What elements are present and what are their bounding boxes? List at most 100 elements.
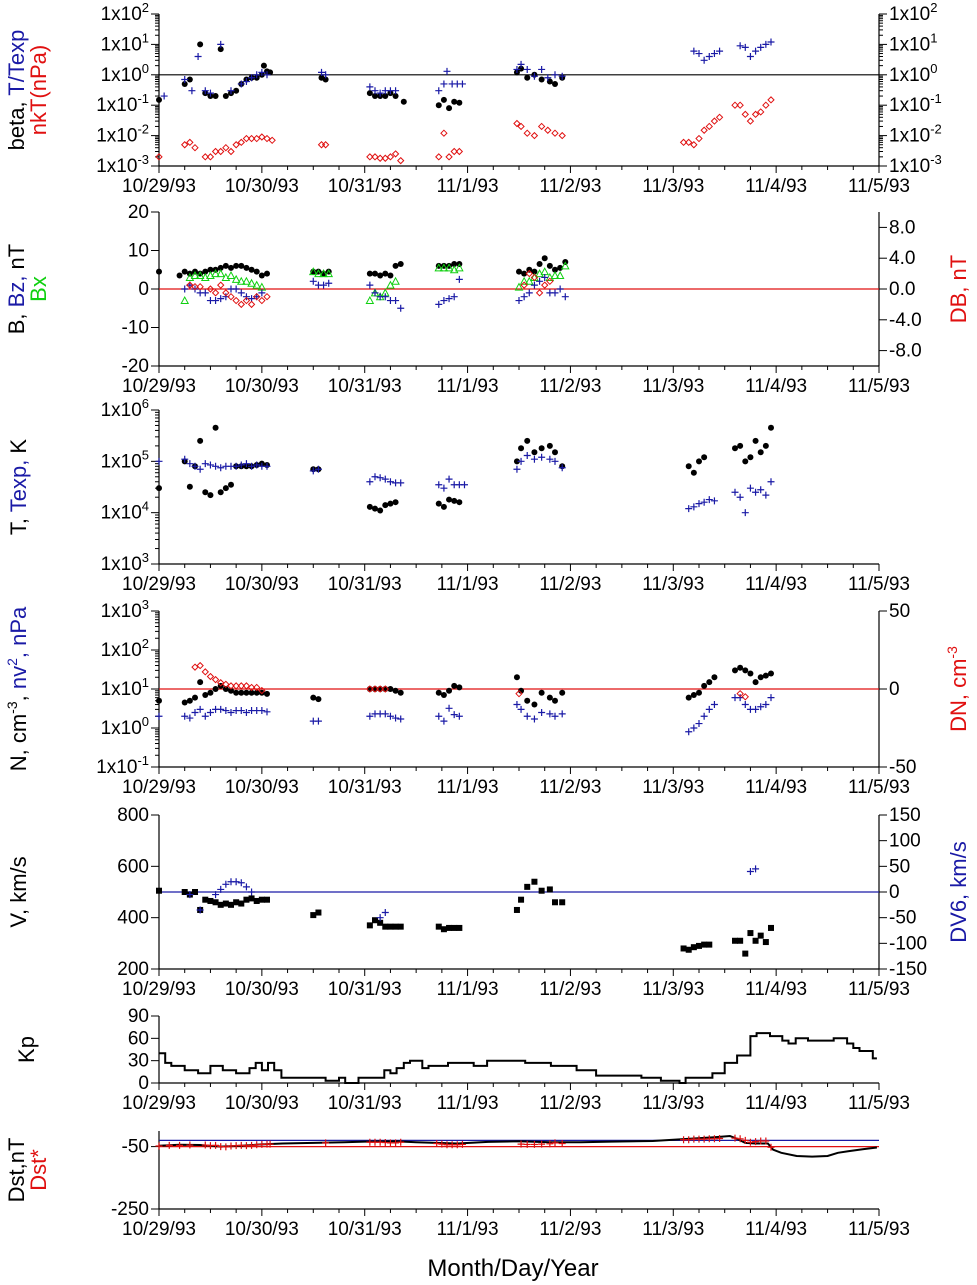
data-point xyxy=(206,153,215,161)
data-point xyxy=(746,1138,754,1146)
data-point xyxy=(206,672,215,681)
data-point xyxy=(440,129,448,137)
data-point xyxy=(541,255,548,262)
data-point xyxy=(248,462,256,470)
data-point xyxy=(521,270,528,277)
y-tick-label: -50 xyxy=(122,1137,149,1158)
data-point xyxy=(440,926,447,933)
data-point xyxy=(260,62,267,69)
x-tick-label: 10/29/93 xyxy=(122,777,196,798)
data-point xyxy=(186,460,194,468)
data-point xyxy=(222,880,230,888)
data-point xyxy=(513,458,520,465)
data-point xyxy=(242,460,250,468)
data-point xyxy=(530,715,538,723)
data-point xyxy=(217,46,224,53)
y-tick-label: 1x10-1 xyxy=(96,753,149,778)
data-point xyxy=(222,686,229,692)
data-point xyxy=(391,150,400,158)
data-point xyxy=(181,455,189,463)
data-point xyxy=(546,277,554,286)
data-point xyxy=(762,701,770,709)
data-point xyxy=(446,687,453,694)
y-tick-label-right: 0 xyxy=(889,679,900,700)
data-point xyxy=(523,712,531,720)
data-point xyxy=(456,499,463,506)
data-point xyxy=(309,467,317,475)
data-point xyxy=(258,289,266,297)
data-point xyxy=(523,451,531,459)
data-point xyxy=(201,668,209,676)
data-point xyxy=(191,282,199,291)
data-point xyxy=(322,76,329,83)
data-point xyxy=(679,138,688,147)
y-tick-label: 600 xyxy=(117,856,149,877)
y-axis-title: V, km/s xyxy=(6,856,31,927)
data-point xyxy=(757,43,765,51)
data-point xyxy=(455,263,464,272)
data-point xyxy=(451,682,458,689)
data-point xyxy=(253,461,261,469)
data-point xyxy=(387,272,394,279)
data-point xyxy=(376,154,384,162)
data-point xyxy=(767,478,775,486)
data-point xyxy=(381,909,389,917)
data-point xyxy=(191,143,199,152)
x-tick-label: 11/4/93 xyxy=(745,574,807,595)
x-tick-label: 10/31/93 xyxy=(328,777,402,798)
y-tick-label: 800 xyxy=(117,805,149,826)
data-point xyxy=(217,40,225,48)
data-point xyxy=(434,263,444,272)
data-point xyxy=(690,692,697,699)
data-point xyxy=(741,110,749,119)
data-point xyxy=(222,680,230,689)
data-point xyxy=(253,268,260,275)
x-tick-label: 11/5/93 xyxy=(848,574,910,595)
data-point xyxy=(742,667,749,674)
data-point xyxy=(536,277,544,285)
data-point xyxy=(400,98,407,105)
x-tick-label: 11/3/93 xyxy=(642,1219,704,1240)
data-point xyxy=(181,889,188,895)
data-point xyxy=(737,937,744,944)
data-point xyxy=(556,285,564,293)
data-point xyxy=(267,69,274,76)
data-point xyxy=(160,92,168,100)
data-point xyxy=(382,923,389,930)
data-point xyxy=(222,289,230,297)
data-point xyxy=(392,262,399,269)
series-bfield-1 xyxy=(180,261,570,305)
data-point xyxy=(685,946,692,953)
x-tick-label: 11/2/93 xyxy=(539,376,601,397)
data-point xyxy=(181,141,189,149)
data-point xyxy=(185,272,195,281)
data-point xyxy=(710,497,718,505)
data-point xyxy=(211,675,220,684)
data-point xyxy=(366,503,373,510)
x-tick-label: 10/30/93 xyxy=(225,777,299,798)
y-tick-label: 90 xyxy=(128,1006,149,1027)
data-point xyxy=(318,68,326,76)
data-point xyxy=(440,717,448,725)
data-point xyxy=(440,297,448,305)
y-tick-label-right: 100 xyxy=(889,831,921,852)
data-point xyxy=(228,264,234,271)
y-tick-label-right: -50 xyxy=(889,908,916,929)
data-point xyxy=(242,276,251,285)
data-point xyxy=(324,269,334,278)
data-point xyxy=(212,297,220,305)
data-point xyxy=(247,300,256,309)
data-point xyxy=(191,708,199,716)
data-point xyxy=(212,93,219,100)
y-tick-label-right: -50 xyxy=(889,757,916,778)
data-point xyxy=(736,42,744,50)
data-point xyxy=(201,153,209,161)
data-point xyxy=(696,942,702,949)
data-point xyxy=(201,1141,209,1149)
x-tick-label: 11/4/93 xyxy=(745,376,807,397)
data-point xyxy=(314,717,322,725)
data-point xyxy=(732,937,738,944)
data-point xyxy=(552,80,558,87)
y-tick-label-right: 0 xyxy=(889,882,900,903)
data-point xyxy=(530,131,539,140)
